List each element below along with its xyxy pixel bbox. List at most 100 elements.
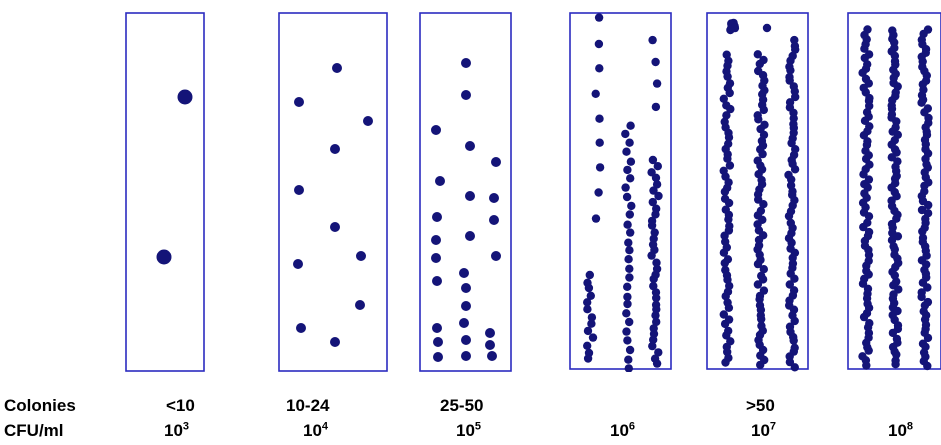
colony-dot — [585, 270, 594, 280]
colony-dot — [785, 76, 794, 85]
colony-dot — [649, 335, 658, 344]
colony-dot — [787, 175, 796, 184]
colony-dot — [595, 114, 604, 123]
colony-dot — [594, 13, 604, 22]
tube-frame — [419, 12, 512, 372]
colony-dot — [859, 170, 868, 179]
colony-dot — [591, 89, 600, 99]
colony-dot — [623, 336, 632, 345]
colony-dot — [923, 333, 933, 343]
colony-dot — [790, 165, 800, 174]
tube-frame — [706, 12, 809, 370]
colonies-label-lt10: <10 — [166, 396, 195, 415]
cfu-label-1e8: 108 — [888, 420, 914, 440]
colony-dot — [757, 314, 766, 324]
colony-dot — [754, 115, 763, 124]
colony-dot — [623, 292, 632, 302]
colony-dot — [625, 273, 634, 282]
colony-dot — [332, 63, 342, 73]
cfu-row: CFU/ml 103 104 105 106 107 108 — [0, 421, 941, 443]
colony-dot — [651, 311, 660, 320]
colony-dot — [648, 155, 658, 165]
colony-dot — [461, 301, 471, 311]
colony-dot — [753, 259, 763, 269]
colony-dot — [721, 292, 730, 301]
colonies-label-gt50: >50 — [746, 396, 775, 415]
colony-dot — [433, 352, 443, 362]
colony-dot — [625, 138, 634, 147]
colony-dot — [860, 44, 869, 53]
colony-dot — [626, 228, 635, 237]
colony-dot — [622, 147, 631, 156]
colony-dot — [859, 222, 868, 232]
colony-dot — [648, 341, 657, 351]
colony-dot — [723, 154, 732, 163]
colony-dot — [431, 253, 441, 263]
colony-dot — [649, 281, 658, 291]
colony-dot — [583, 326, 593, 336]
colony-dot — [587, 319, 596, 328]
colony-dot — [433, 337, 443, 347]
colony-dot — [330, 144, 340, 154]
colony-dot — [758, 275, 768, 284]
colony-dot — [649, 274, 658, 284]
colony-dot — [621, 129, 630, 139]
colony-dot — [625, 210, 634, 219]
colonies-row: Colonies <10 10-24 25-50 >50 — [0, 396, 941, 418]
cfu-row-label: CFU/ml — [4, 421, 64, 440]
colony-dot — [293, 259, 303, 269]
colony-dot — [461, 283, 471, 293]
colony-dot — [625, 246, 634, 255]
colony-dot — [651, 173, 661, 182]
colony-dot — [726, 104, 735, 114]
colony-dot — [923, 361, 932, 371]
colony-dot — [918, 227, 927, 236]
colony-dot — [753, 280, 763, 289]
colony-dot — [726, 25, 735, 35]
colony-dot — [461, 335, 471, 345]
colony-dot — [461, 58, 471, 68]
tube-frame — [278, 12, 388, 372]
colony-dot — [625, 317, 634, 327]
colony-dot — [465, 191, 475, 201]
colony-dot — [652, 359, 662, 368]
colony-dot — [651, 57, 660, 67]
colony-dot — [626, 174, 635, 183]
colony-dot — [784, 211, 794, 221]
colony-dot — [595, 64, 604, 73]
colony-dot — [647, 221, 657, 230]
colony-dot — [432, 323, 442, 333]
tube-frame — [569, 12, 672, 370]
colony-dot — [587, 313, 597, 322]
tube-1 — [125, 12, 205, 372]
colony-dot — [720, 319, 730, 329]
colonies-label-25-50: 25-50 — [440, 396, 484, 415]
colony-dot — [724, 215, 733, 224]
colony-dot — [720, 187, 730, 196]
colony-dot — [753, 50, 762, 59]
cfu-label-1e5: 105 — [456, 420, 482, 440]
colony-dot — [594, 188, 603, 197]
colony-dot — [790, 274, 799, 283]
colony-dot — [858, 68, 867, 78]
colony-dot — [724, 133, 734, 142]
colony-dot — [860, 53, 869, 63]
colony-dot — [789, 336, 798, 345]
colony-dot — [485, 340, 495, 350]
colony-dot — [785, 280, 794, 289]
colony-dot — [719, 248, 729, 257]
colony-dot — [330, 222, 340, 232]
colony-dot — [755, 295, 764, 304]
colony-dot — [622, 192, 632, 202]
colony-dot — [622, 309, 631, 318]
tube-2 — [278, 12, 388, 372]
colony-dot — [584, 283, 594, 293]
colony-dot — [624, 238, 633, 247]
colony-dot — [924, 200, 933, 210]
colony-dot — [177, 89, 193, 105]
colony-dot — [725, 161, 735, 170]
colony-dot — [626, 121, 635, 130]
tube-frame — [847, 12, 941, 370]
colony-dot — [725, 88, 734, 98]
colony-dot — [893, 232, 903, 241]
